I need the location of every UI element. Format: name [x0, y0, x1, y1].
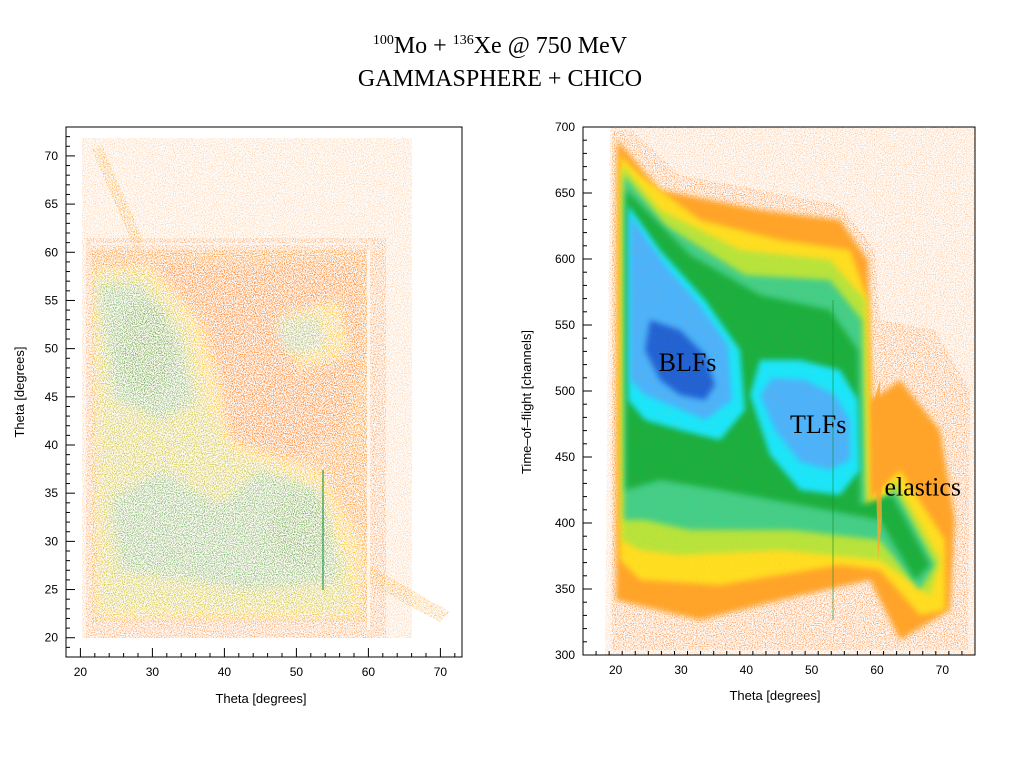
right-x-axis-title: Theta [degrees]	[729, 688, 820, 703]
left-heatmap-density	[82, 138, 450, 638]
right-x-tick-label: 70	[936, 663, 950, 677]
left-y-tick-label: 45	[45, 390, 59, 404]
left-y-tick-label: 35	[45, 486, 59, 500]
mo-symbol: Mo +	[393, 33, 453, 59]
right-y-axis-title: Time–of–flight [channels]	[519, 330, 534, 474]
right-x-tick-label: 30	[674, 663, 688, 677]
right-y-tick-label: 550	[555, 318, 575, 332]
title-line-2: GAMMASPHERE + CHICO	[357, 66, 643, 92]
right-y-tick-label: 700	[555, 120, 575, 134]
left-y-tick-label: 30	[45, 534, 59, 548]
xe-reaction-text: Xe @ 750 MeV	[473, 33, 628, 59]
annotation-elastics: elastics	[884, 472, 961, 501]
right-y-axis: 300 350 400 450 500 550 600 650 700	[555, 120, 592, 662]
xe-mass-number: 136	[452, 33, 474, 48]
right-heatmap-density	[605, 127, 975, 655]
right-y-tick-label: 500	[555, 384, 575, 398]
left-y-tick-label: 40	[45, 438, 59, 452]
left-x-tick-label: 20	[74, 665, 88, 679]
left-y-tick-label: 70	[45, 149, 59, 163]
title-line-1: 100Mo + 136Xe @ 750 MeV	[0, 30, 1000, 63]
left-x-axis: 20 30 40 50 60 70	[65, 648, 456, 679]
left-y-tick-label: 65	[45, 197, 59, 211]
right-y-tick-label: 400	[555, 516, 575, 530]
annotation-blfs: BLFs	[659, 348, 717, 377]
right-y-tick-label: 450	[555, 450, 575, 464]
left-x-tick-label: 70	[434, 665, 448, 679]
right-y-tick-label: 600	[555, 252, 575, 266]
left-x-tick-label: 30	[146, 665, 160, 679]
right-x-tick-label: 50	[805, 663, 819, 677]
slide-title: 100Mo + 136Xe @ 750 MeV GAMMASPHERE + CH…	[0, 30, 1000, 96]
right-x-tick-label: 60	[870, 663, 884, 677]
left-y-tick-label: 50	[45, 342, 59, 356]
left-y-tick-label: 25	[45, 583, 59, 597]
left-x-tick-label: 40	[218, 665, 232, 679]
right-x-axis: 20 30 40 50 60 70	[582, 651, 976, 677]
left-x-axis-title: Theta [degrees]	[215, 691, 306, 706]
mo-mass-number: 100	[372, 33, 394, 48]
annotation-tlfs: TLFs	[790, 410, 846, 439]
right-x-tick-label: 20	[609, 663, 623, 677]
left-plot-frame	[65, 126, 463, 658]
right-y-tick-label: 650	[555, 186, 575, 200]
left-y-tick-label: 55	[45, 293, 59, 307]
left-y-tick-label: 20	[45, 631, 59, 645]
left-x-tick-label: 60	[362, 665, 376, 679]
left-y-axis-title: Theta [degrees]	[12, 346, 27, 437]
right-x-tick-label: 40	[740, 663, 754, 677]
left-x-tick-label: 50	[290, 665, 304, 679]
left-y-axis: 20 25 30 35 40 45 50 55 60 65 70	[45, 126, 75, 658]
right-annotations: BLFs TLFs elastics	[659, 348, 961, 501]
left-y-tick-label: 60	[45, 245, 59, 259]
right-y-tick-label: 300	[555, 648, 575, 662]
left-heatmap-plot: 20 30 40 50 60 70 20 25 30 35 40 45 50 55 60 65 70 Thet…	[12, 126, 463, 706]
right-y-tick-label: 350	[555, 582, 575, 596]
right-heatmap-plot: 20 30 40 50 60 70 300 350 400 450 500 550 600 650 700…	[519, 120, 976, 703]
